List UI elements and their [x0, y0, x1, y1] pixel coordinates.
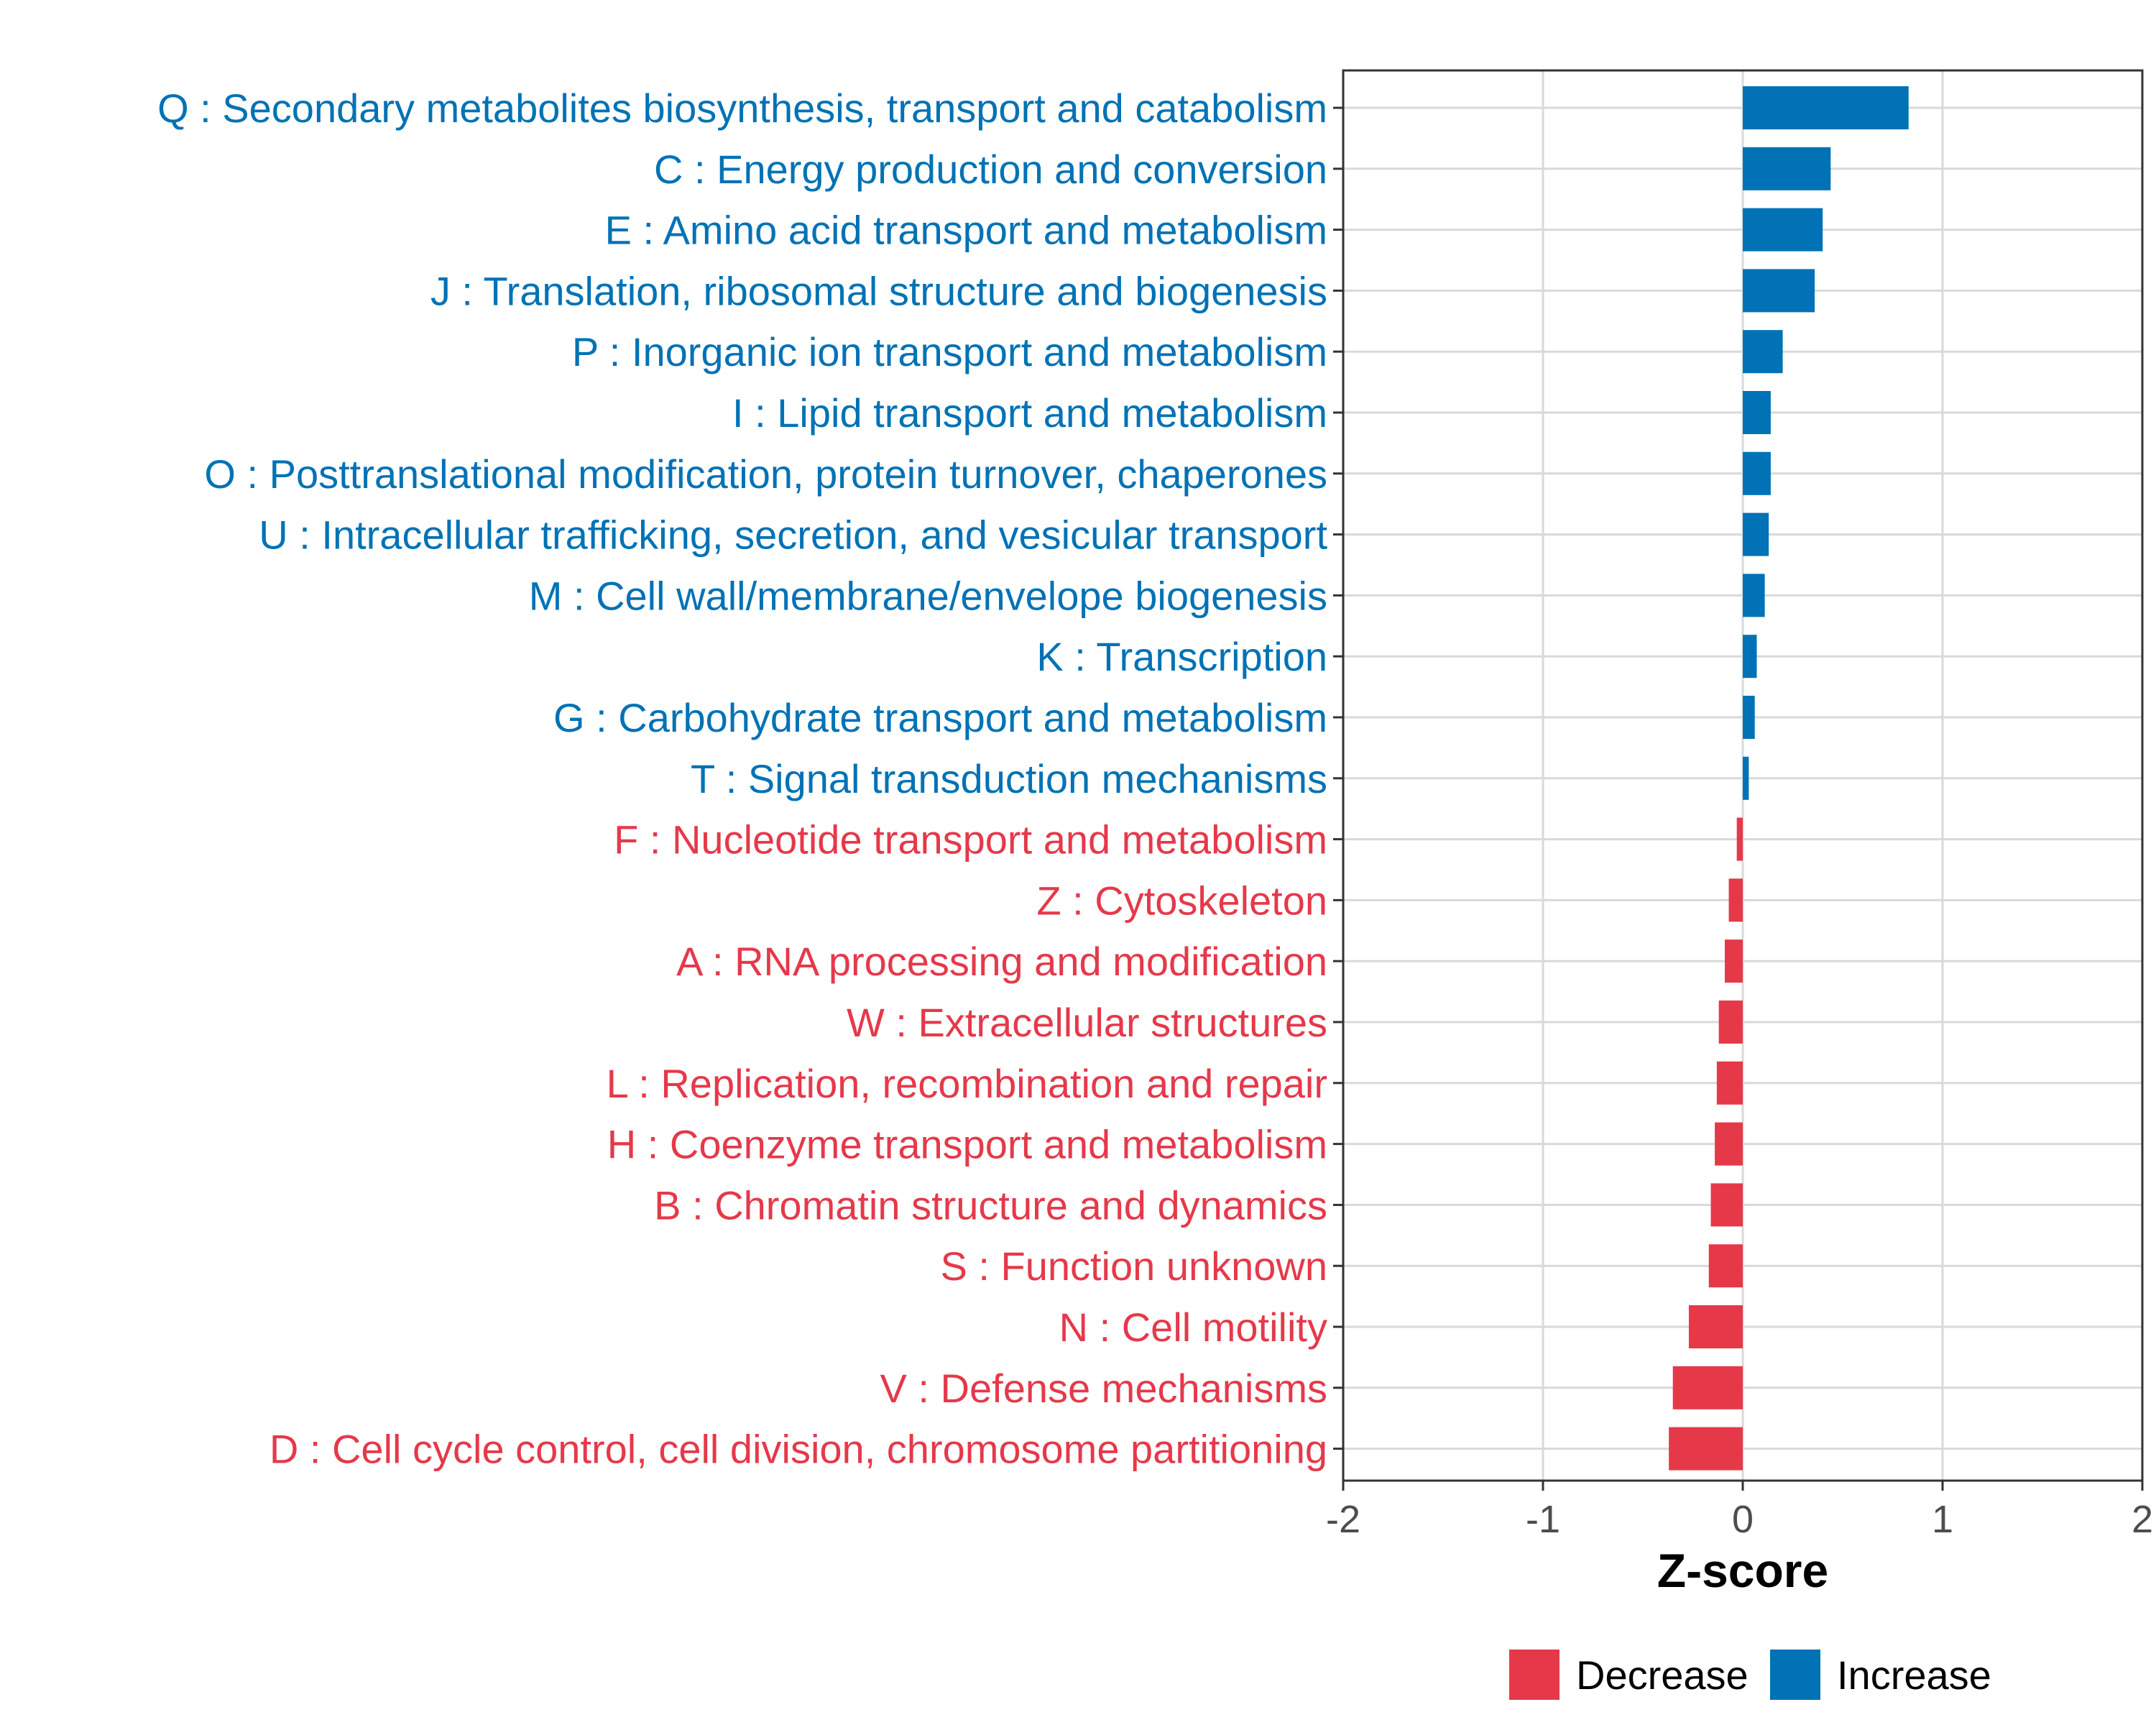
y-tick-label: H : Coenzyme transport and metabolism: [607, 1122, 1327, 1167]
bar: [1743, 756, 1749, 800]
y-tick-label: E : Amino acid transport and metabolism: [605, 208, 1327, 253]
legend-swatch: [1770, 1650, 1820, 1700]
y-axis-labels: Q : Secondary metabolites biosynthesis, …: [157, 86, 1343, 1472]
y-tick-label: G : Carbohydrate transport and metabolis…: [553, 695, 1327, 740]
bar: [1688, 1305, 1743, 1348]
y-tick-label: K : Transcription: [1036, 634, 1327, 679]
y-tick-label: B : Chromatin structure and dynamics: [654, 1182, 1327, 1228]
bar: [1743, 451, 1771, 495]
x-tick-label: -2: [1326, 1498, 1360, 1541]
y-tick-label: D : Cell cycle control, cell division, c…: [270, 1427, 1327, 1472]
bar: [1743, 147, 1831, 190]
y-tick-label: P : Inorganic ion transport and metaboli…: [572, 329, 1327, 374]
legend: Decrease Increase: [1509, 1650, 1991, 1700]
bar: [1743, 208, 1823, 252]
legend-label: Increase: [1837, 1652, 1991, 1698]
bar: [1718, 1000, 1743, 1044]
bars: [1669, 86, 1909, 1471]
y-tick-label: A : RNA processing and modification: [676, 939, 1327, 984]
bar: [1743, 635, 1757, 678]
bar: [1715, 1122, 1743, 1166]
bar: [1710, 1183, 1743, 1227]
y-tick-label: C : Energy production and conversion: [654, 147, 1327, 192]
x-tick-label: 0: [1732, 1498, 1754, 1541]
y-tick-label: V : Defense mechanisms: [880, 1366, 1327, 1411]
bar: [1743, 574, 1765, 617]
bar: [1672, 1366, 1743, 1409]
y-tick-label: Z : Cytoskeleton: [1036, 878, 1327, 923]
y-tick-label: L : Replication, recombination and repai…: [607, 1061, 1327, 1106]
bar: [1708, 1244, 1743, 1288]
y-tick-label: I : Lipid transport and metabolism: [732, 390, 1327, 436]
bar: [1743, 512, 1769, 556]
bar: [1743, 269, 1815, 313]
y-tick-label: U : Intracellular trafficking, secretion…: [259, 512, 1327, 558]
y-tick-label: W : Extracellular structures: [847, 1000, 1327, 1045]
y-tick-label: M : Cell wall/membrane/envelope biogenes…: [529, 573, 1327, 618]
bar: [1743, 696, 1755, 739]
x-tick-label: 1: [1932, 1498, 1953, 1541]
x-axis: -2 -1 0 1 2: [1326, 1481, 2153, 1541]
bar: [1736, 817, 1743, 861]
x-tick-label: -1: [1526, 1498, 1560, 1541]
y-tick-label: S : Function unknown: [940, 1243, 1327, 1289]
legend-swatch: [1509, 1650, 1560, 1700]
legend-label: Decrease: [1576, 1652, 1749, 1698]
y-tick-label: O : Posttranslational modification, prot…: [204, 451, 1327, 497]
bar: [1728, 878, 1743, 922]
bar: [1724, 939, 1743, 983]
y-tick-label: J : Translation, ribosomal structure and…: [430, 268, 1327, 313]
y-tick-label: Q : Secondary metabolites biosynthesis, …: [157, 86, 1327, 131]
x-tick-label: 2: [2132, 1498, 2153, 1541]
bar: [1669, 1427, 1743, 1471]
y-tick-label: F : Nucleotide transport and metabolism: [614, 817, 1327, 862]
bar: [1743, 86, 1909, 129]
y-tick-label: T : Signal transduction mechanisms: [691, 756, 1327, 801]
y-tick-label: N : Cell motility: [1059, 1305, 1327, 1350]
bar: [1716, 1061, 1743, 1105]
bar: [1743, 330, 1783, 374]
x-axis-title: Z-score: [1657, 1544, 1828, 1597]
bar: [1743, 391, 1771, 434]
